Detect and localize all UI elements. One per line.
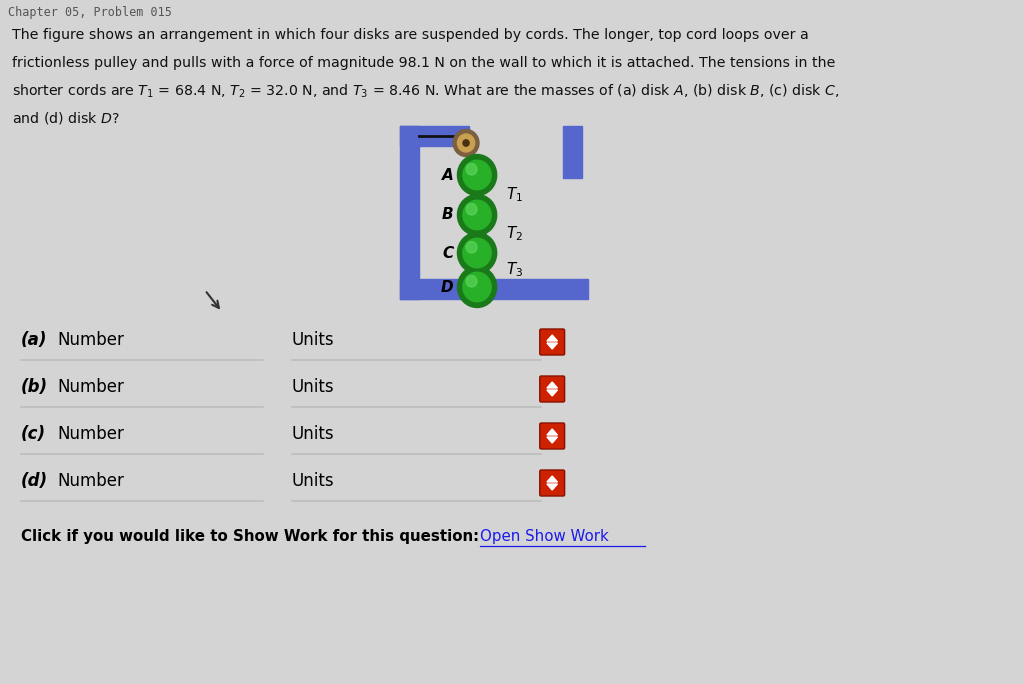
Text: (a): (a) (22, 331, 47, 349)
Circle shape (466, 276, 477, 287)
Text: Open Show Work: Open Show Work (480, 529, 609, 544)
Text: Units: Units (292, 425, 335, 443)
Text: The figure shows an arrangement in which four disks are suspended by cords. The : The figure shows an arrangement in which… (12, 28, 809, 42)
Circle shape (463, 272, 492, 302)
Text: and (d) disk $D$?: and (d) disk $D$? (12, 111, 120, 127)
FancyBboxPatch shape (540, 376, 564, 402)
Circle shape (458, 267, 497, 308)
Text: (b): (b) (22, 378, 48, 396)
Circle shape (466, 241, 477, 253)
Polygon shape (547, 382, 557, 388)
Text: A: A (442, 168, 454, 183)
Bar (400, 126, 419, 299)
Circle shape (463, 238, 492, 267)
Text: Chapter 05, Problem 015: Chapter 05, Problem 015 (7, 6, 172, 19)
Text: $T_2$: $T_2$ (506, 224, 523, 244)
Text: C: C (442, 246, 454, 261)
Text: $T_3$: $T_3$ (506, 261, 523, 279)
Circle shape (458, 155, 497, 196)
Bar (400, 279, 588, 299)
Polygon shape (547, 390, 557, 396)
FancyBboxPatch shape (540, 423, 564, 449)
Polygon shape (547, 437, 557, 443)
Text: Number: Number (57, 472, 124, 490)
Circle shape (458, 194, 497, 235)
Circle shape (463, 200, 492, 230)
Text: shorter cords are $T_1$ = 68.4 N, $T_2$ = 32.0 N, and $T_3$ = 8.46 N. What are t: shorter cords are $T_1$ = 68.4 N, $T_2$ … (12, 83, 840, 101)
Text: Number: Number (57, 425, 124, 443)
Circle shape (466, 204, 477, 215)
Circle shape (458, 233, 497, 274)
Bar (563, 126, 582, 178)
Polygon shape (547, 343, 557, 349)
Text: Number: Number (57, 378, 124, 396)
Text: D: D (441, 280, 454, 295)
FancyBboxPatch shape (540, 329, 564, 355)
Polygon shape (547, 484, 557, 490)
Polygon shape (547, 335, 557, 341)
Circle shape (463, 160, 492, 189)
Text: frictionless pulley and pulls with a force of magnitude 98.1 N on the wall to wh: frictionless pulley and pulls with a for… (12, 55, 836, 70)
Polygon shape (547, 476, 557, 482)
Text: B: B (442, 207, 454, 222)
Text: Units: Units (292, 331, 335, 349)
Text: Click if you would like to Show Work for this question:: Click if you would like to Show Work for… (22, 529, 479, 544)
Text: Units: Units (292, 472, 335, 490)
Polygon shape (547, 429, 557, 435)
Circle shape (466, 163, 477, 175)
Circle shape (458, 134, 475, 152)
FancyBboxPatch shape (540, 470, 564, 496)
Text: (d): (d) (22, 472, 48, 490)
Text: Number: Number (57, 331, 124, 349)
Circle shape (463, 140, 469, 146)
Text: $T_1$: $T_1$ (506, 185, 523, 205)
Text: (c): (c) (22, 425, 46, 443)
Circle shape (454, 129, 479, 157)
Text: Units: Units (292, 378, 335, 396)
Bar (400, 126, 469, 146)
